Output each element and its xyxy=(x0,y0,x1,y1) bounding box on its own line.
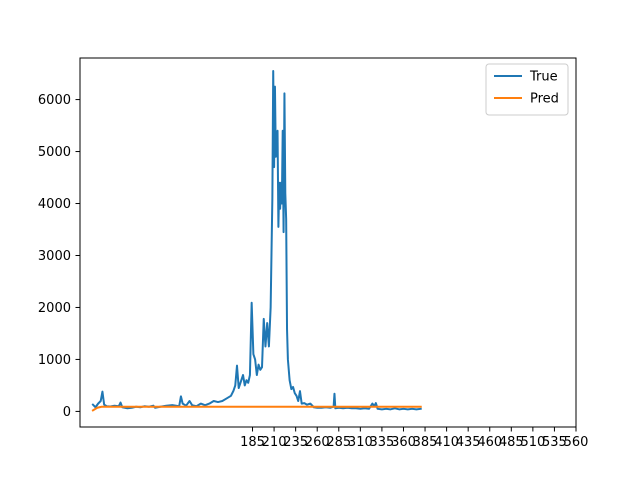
series-line-pred xyxy=(93,407,421,411)
legend-label-true: True xyxy=(529,70,558,85)
y-axis: 0 1000 2000 3000 4000 5000 6000 xyxy=(38,93,80,420)
series-line-true xyxy=(93,71,421,409)
y-tick-label: 0 xyxy=(63,405,71,420)
y-tick-label: 2000 xyxy=(38,301,71,316)
y-tick-label: 1000 xyxy=(38,353,71,368)
y-tick-label: 5000 xyxy=(38,145,71,160)
x-tick-label: 560 xyxy=(564,435,589,450)
y-tick-label: 3000 xyxy=(38,249,71,264)
y-tick-label: 6000 xyxy=(38,93,71,108)
x-axis: 1852102352602853103353603854104354604855… xyxy=(240,427,588,450)
plot-lines xyxy=(93,71,421,410)
y-tick-label: 4000 xyxy=(38,197,71,212)
legend: True Pred xyxy=(486,64,568,115)
legend-label-pred: Pred xyxy=(530,92,559,107)
